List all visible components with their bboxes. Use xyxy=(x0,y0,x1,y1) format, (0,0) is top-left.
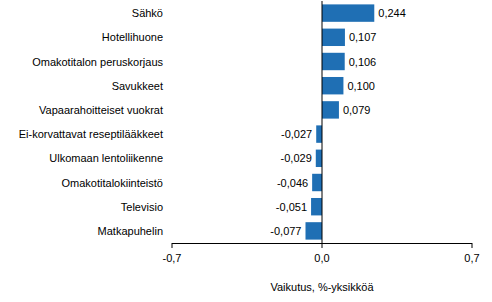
bar xyxy=(322,29,345,46)
category-label: Hotellihuone xyxy=(102,31,163,43)
category-label: Vapaarahoitteiset vuokrat xyxy=(39,104,163,116)
data-label: -0,046 xyxy=(277,177,308,189)
baseline xyxy=(322,1,323,243)
bar xyxy=(322,77,343,94)
data-label: 0,100 xyxy=(347,80,375,92)
data-label: 0,107 xyxy=(349,31,377,43)
chart: -0,7 0,0 0,7 Vaikutus, %-yksikköä Sähkö Hotel… xyxy=(0,0,492,302)
tick xyxy=(472,243,473,248)
category-label: Savukkeet xyxy=(112,80,163,92)
bar xyxy=(316,150,322,167)
bar xyxy=(322,53,345,70)
category-label: Omakotitalokiinteistö xyxy=(62,177,164,189)
category-label: Sähkö xyxy=(132,7,163,19)
tick xyxy=(322,243,323,248)
data-label: 0,106 xyxy=(349,56,377,68)
category-label: Ulkomaan lentoliikenne xyxy=(49,152,163,164)
bar xyxy=(311,198,322,215)
data-label: -0,029 xyxy=(281,152,312,164)
category-label: Matkapuhelin xyxy=(98,225,163,237)
data-label: -0,077 xyxy=(270,225,301,237)
bar xyxy=(306,222,323,239)
data-label: 0,244 xyxy=(378,7,406,19)
category-label: Omakotitalon peruskorjaus xyxy=(32,56,163,68)
tick-label: -0,7 xyxy=(163,252,182,264)
bar xyxy=(322,4,374,21)
tick-label: 0,0 xyxy=(314,252,329,264)
bar xyxy=(316,125,322,142)
axis-title: Vaikutus, %-yksikköä xyxy=(270,281,374,293)
data-label: -0,027 xyxy=(281,128,312,140)
data-label: -0,051 xyxy=(276,201,307,213)
bar xyxy=(312,174,322,191)
tick-label: 0,7 xyxy=(464,252,479,264)
bar xyxy=(322,101,339,118)
category-label: Ei-korvattavat reseptilääkkeet xyxy=(19,128,163,140)
tick xyxy=(172,243,173,248)
data-label: 0,079 xyxy=(343,104,371,116)
category-label: Televisio xyxy=(121,201,163,213)
